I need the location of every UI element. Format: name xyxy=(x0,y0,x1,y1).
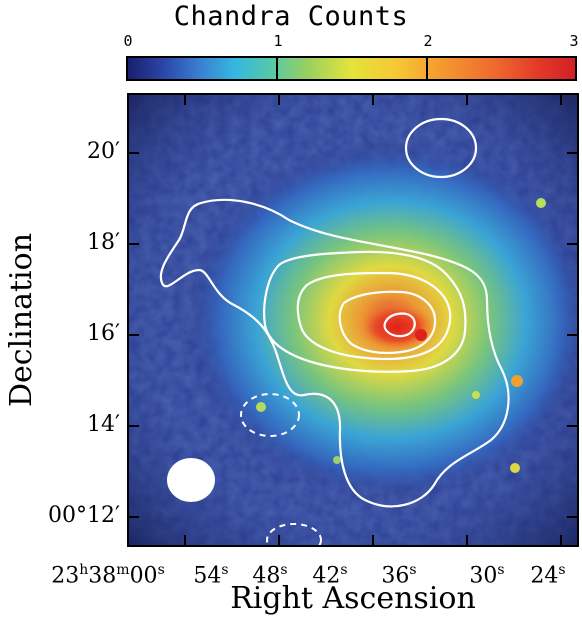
x-tick-mark xyxy=(278,535,280,545)
x-tick-label-30s: 30s xyxy=(469,562,505,589)
y-tick-label-12: 00°12′ xyxy=(48,503,120,528)
colorbar xyxy=(126,56,577,81)
xray-image-panel xyxy=(127,93,579,547)
beam-ellipse-icon xyxy=(167,458,215,502)
x-tick-mark xyxy=(278,95,280,105)
point-source xyxy=(472,391,480,399)
contour-core xyxy=(383,312,416,338)
x-tick-mark xyxy=(372,535,374,545)
colorbar-tick-label-2: 2 xyxy=(423,32,433,50)
y-tick-mark xyxy=(129,425,139,427)
y-tick-mark xyxy=(129,516,139,518)
x-axis-title: Right Ascension xyxy=(230,581,476,616)
point-source xyxy=(333,456,341,464)
y-tick-mark xyxy=(567,516,577,518)
y-tick-label-18: 18′ xyxy=(87,230,120,255)
point-source xyxy=(256,402,266,412)
contour-4 xyxy=(338,290,437,355)
x-tick-label-48s: 48s xyxy=(252,562,288,589)
y-tick-mark xyxy=(567,243,577,245)
x-tick-label-54s: 54s xyxy=(193,562,229,589)
y-axis-title: Declination xyxy=(4,232,39,408)
y-tick-mark xyxy=(129,243,139,245)
x-tick-mark xyxy=(184,535,186,545)
x-tick-mark xyxy=(184,95,186,105)
y-tick-label-20: 20′ xyxy=(87,139,120,164)
point-source xyxy=(415,329,427,341)
x-tick-label-36s: 36s xyxy=(381,562,417,589)
colorbar-tick-2 xyxy=(426,56,428,81)
contour-3 xyxy=(296,271,452,361)
y-tick-label-14: 14′ xyxy=(87,412,120,437)
colorbar-tick-label-3: 3 xyxy=(569,32,579,50)
negative-contours xyxy=(240,393,322,545)
point-source xyxy=(511,375,523,387)
y-tick-mark xyxy=(567,152,577,154)
x-tick-mark xyxy=(560,535,562,545)
y-tick-label-16: 16′ xyxy=(87,321,120,346)
colorbar-title: Chandra Counts xyxy=(173,1,409,32)
x-tick-label-00s: 23h38m00s xyxy=(51,562,165,589)
negative-contour xyxy=(266,523,322,545)
contour-2 xyxy=(263,250,467,373)
radio-contours xyxy=(159,117,510,508)
x-tick-mark xyxy=(466,535,468,545)
negative-contour xyxy=(240,393,300,437)
x-tick-mark xyxy=(560,95,562,105)
x-tick-label-42s: 42s xyxy=(312,562,348,589)
contour-ne-island xyxy=(404,117,478,179)
colorbar-tick-1 xyxy=(276,56,278,81)
x-tick-mark xyxy=(466,95,468,105)
colorbar-gradient xyxy=(128,58,575,79)
contour-outer xyxy=(159,198,510,508)
y-tick-mark xyxy=(129,334,139,336)
x-tick-label-24s: 24s xyxy=(530,562,566,589)
y-tick-mark xyxy=(567,425,577,427)
colorbar-tick-label-1: 1 xyxy=(273,32,283,50)
point-source xyxy=(536,198,546,208)
y-tick-mark xyxy=(567,334,577,336)
y-tick-mark xyxy=(129,152,139,154)
colorbar-tick-label-0: 0 xyxy=(123,32,133,50)
point-source xyxy=(510,463,520,473)
xray-image xyxy=(129,95,577,545)
x-tick-mark xyxy=(372,95,374,105)
